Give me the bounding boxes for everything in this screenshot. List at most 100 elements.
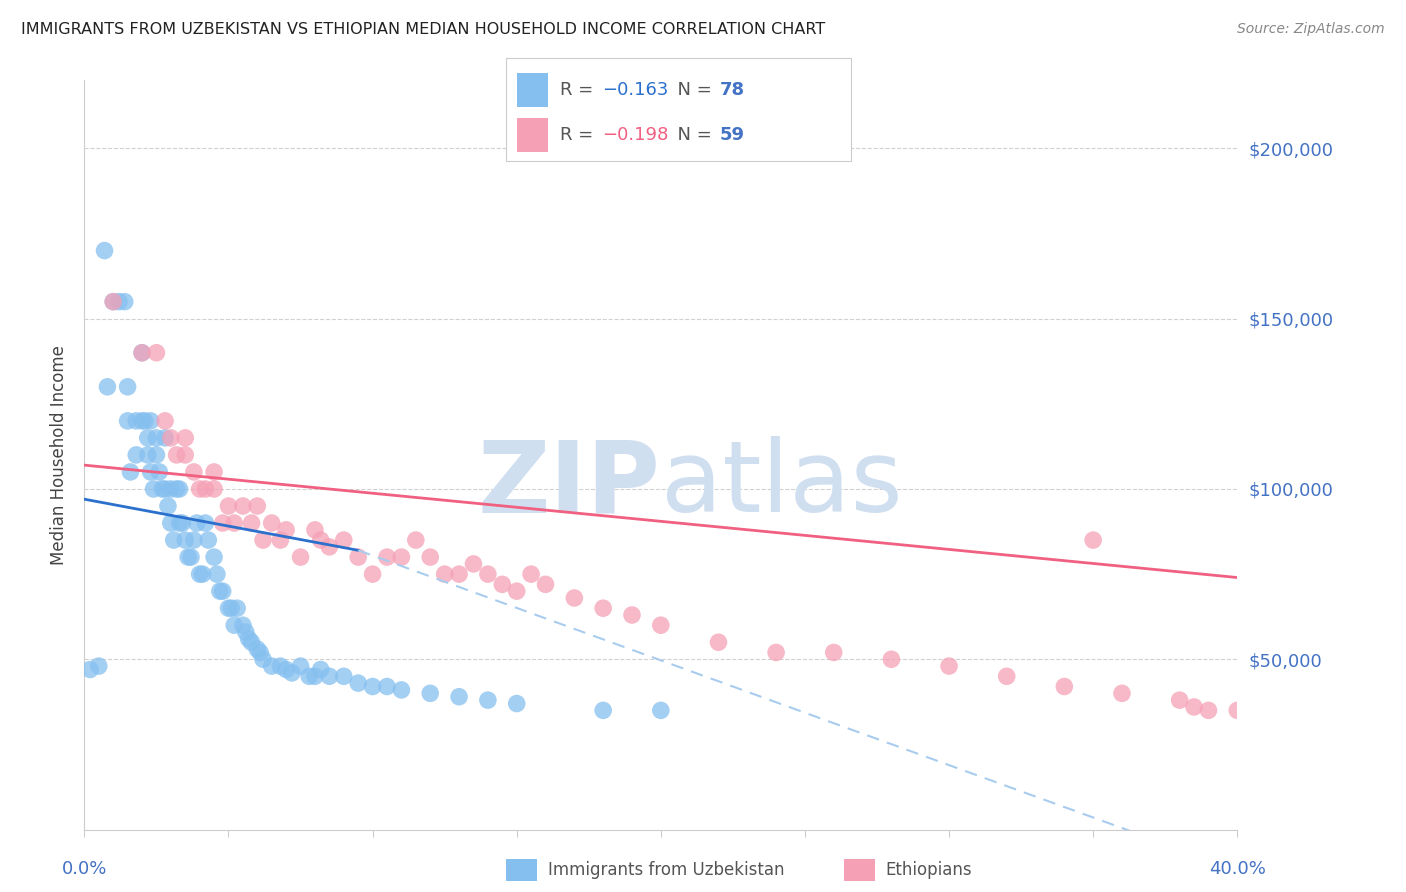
Point — [166, 482, 188, 496]
Point — [202, 550, 225, 565]
Point — [183, 465, 205, 479]
Text: N =: N = — [666, 126, 718, 144]
Point — [134, 414, 156, 428]
Point — [347, 676, 370, 690]
Text: Immigrants from Uzbekistan: Immigrants from Uzbekistan — [548, 861, 785, 879]
Point — [361, 567, 384, 582]
Point — [117, 380, 139, 394]
Text: −0.163: −0.163 — [602, 81, 668, 99]
Point — [269, 533, 291, 547]
Point — [477, 567, 499, 582]
Point — [177, 550, 200, 565]
Text: R =: R = — [560, 126, 599, 144]
Point — [823, 645, 845, 659]
Point — [131, 414, 153, 428]
Point — [174, 533, 197, 547]
Point — [1053, 680, 1076, 694]
Point — [232, 499, 254, 513]
Point — [224, 516, 246, 530]
Point — [281, 665, 304, 680]
Point — [246, 499, 269, 513]
Point — [218, 601, 240, 615]
Point — [153, 431, 176, 445]
Point — [125, 448, 148, 462]
Point — [180, 550, 202, 565]
Point — [260, 659, 283, 673]
Point — [120, 465, 142, 479]
Point — [304, 523, 326, 537]
Point — [419, 550, 441, 565]
Point — [148, 465, 170, 479]
Point — [592, 601, 614, 615]
Point — [172, 516, 194, 530]
Point — [194, 516, 217, 530]
Point — [419, 686, 441, 700]
Point — [174, 448, 197, 462]
Point — [160, 431, 183, 445]
Point — [142, 482, 165, 496]
Text: ZIP: ZIP — [478, 436, 661, 533]
Point — [131, 345, 153, 359]
Point — [153, 482, 176, 496]
Point — [194, 482, 217, 496]
Point — [1226, 703, 1249, 717]
Text: 78: 78 — [720, 81, 745, 99]
Point — [139, 465, 162, 479]
Point — [246, 642, 269, 657]
Point — [188, 567, 211, 582]
Point — [506, 584, 529, 599]
Point — [433, 567, 456, 582]
Point — [1182, 700, 1205, 714]
Point — [318, 669, 340, 683]
Point — [520, 567, 543, 582]
Point — [183, 533, 205, 547]
Text: 40.0%: 40.0% — [1209, 860, 1265, 878]
Point — [169, 516, 191, 530]
Point — [232, 618, 254, 632]
Point — [139, 414, 162, 428]
Point — [276, 523, 298, 537]
Point — [114, 294, 136, 309]
Point — [145, 345, 167, 359]
Point — [249, 645, 271, 659]
Point — [252, 652, 274, 666]
Point — [650, 618, 672, 632]
Y-axis label: Median Household Income: Median Household Income — [51, 345, 69, 565]
Point — [93, 244, 115, 258]
Point — [463, 557, 485, 571]
Point — [211, 516, 233, 530]
Point — [707, 635, 730, 649]
Point — [564, 591, 586, 605]
Point — [197, 533, 219, 547]
Point — [153, 414, 176, 428]
Point — [166, 448, 188, 462]
Point — [238, 632, 260, 646]
Point — [240, 516, 263, 530]
Point — [211, 584, 233, 599]
Point — [156, 499, 179, 513]
Point — [131, 345, 153, 359]
Point — [375, 550, 398, 565]
Point — [260, 516, 283, 530]
Point — [224, 618, 246, 632]
Point — [221, 601, 243, 615]
Point — [202, 482, 225, 496]
Text: 59: 59 — [720, 126, 745, 144]
Text: atlas: atlas — [661, 436, 903, 533]
Point — [621, 607, 644, 622]
Point — [186, 516, 208, 530]
Point — [333, 669, 356, 683]
Point — [226, 601, 249, 615]
Point — [1168, 693, 1191, 707]
Point — [117, 414, 139, 428]
Point — [79, 663, 101, 677]
Point — [477, 693, 499, 707]
Point — [150, 482, 173, 496]
Point — [205, 567, 228, 582]
Point — [136, 448, 159, 462]
Point — [136, 431, 159, 445]
Point — [290, 659, 312, 673]
Point — [880, 652, 903, 666]
Point — [191, 567, 214, 582]
Point — [188, 482, 211, 496]
